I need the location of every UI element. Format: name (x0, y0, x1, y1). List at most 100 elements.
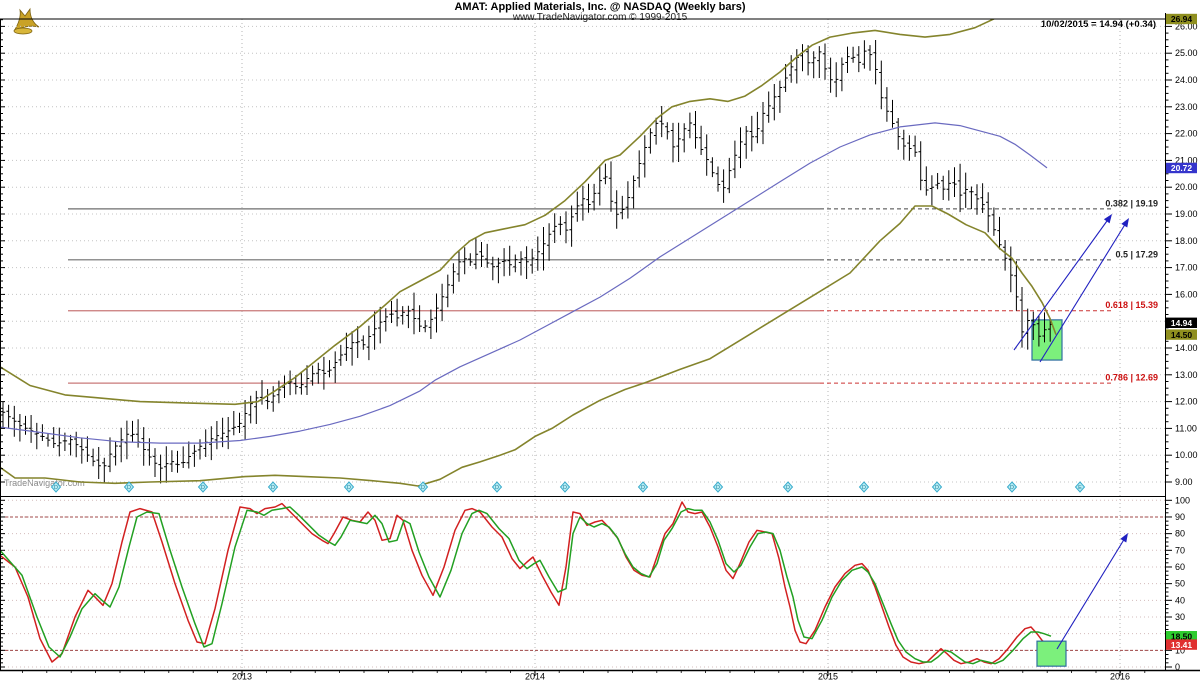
event-diamond-icon (343, 481, 355, 493)
price-axis-label: 22.00 (1175, 129, 1198, 139)
event-glyph: D (641, 485, 645, 491)
event-diamond-icon (782, 481, 794, 493)
chip-bg (1166, 631, 1197, 642)
fib-levels: 0.382 | 19.19 0.5 | 17.29 0.618 | 15.39 0.7… (68, 198, 1158, 384)
fib-label: 0.382 | 19.19 (1105, 198, 1158, 208)
chip-label: 26.94 (1171, 14, 1193, 24)
year-label: 2015 (818, 672, 838, 681)
slow-moving-average (0, 122, 1048, 444)
osc-axis-label: 90 (1175, 512, 1185, 522)
event-glyph: D (716, 485, 720, 491)
event-diamond-icon (417, 481, 429, 493)
axis-value-chip: 26.94 (1166, 13, 1197, 25)
price-axis-label: 12.00 (1175, 397, 1198, 407)
event-glyph: D (935, 485, 939, 491)
chip-label: 20.72 (1171, 163, 1193, 173)
osc-axis-label: 80 (1175, 529, 1185, 539)
event-diamond-icon (858, 481, 870, 493)
last-quote-readout: 10/02/2015 = 14.94 (+0.34) (1040, 19, 1156, 30)
projection-arrow-head (1121, 218, 1129, 228)
chip-bg (1166, 639, 1197, 650)
axis-value-chip: 14.50 (1166, 329, 1197, 340)
price-axis-label: 20.00 (1175, 182, 1198, 192)
price-panel (0, 19, 1063, 487)
price-axis-label: 16.00 (1175, 289, 1198, 299)
chip-label: 14.94 (1171, 318, 1193, 328)
year-label: 2016 (1110, 672, 1130, 681)
chip-label: 13.41 (1171, 640, 1193, 650)
fib-label: 0.618 | 15.39 (1105, 300, 1158, 310)
event-diamond-icon (1006, 481, 1018, 493)
event-diamond-icon (637, 481, 649, 493)
price-axis-label: 14.00 (1175, 343, 1198, 353)
price-axis-label: 21.00 (1175, 155, 1198, 165)
projection-arrow (1039, 222, 1127, 363)
osc-axis-label: 100 (1175, 495, 1190, 505)
oscillator-panel (0, 501, 1067, 667)
oscillator-projection-arrow-head (1120, 533, 1128, 543)
event-glyph: D (563, 485, 567, 491)
year-label: 2014 (525, 672, 545, 681)
fib-label: 0.786 | 12.69 (1105, 373, 1158, 383)
projection-arrow-head (1103, 214, 1112, 224)
event-diamond-icon (1074, 481, 1086, 493)
chart-subtitle: www.TradeNavigator.com © 1999-2015 (512, 12, 688, 23)
event-glyph: D (347, 485, 351, 491)
gridlines (0, 19, 1165, 670)
event-diamond-icon (712, 481, 724, 493)
event-diamond-icon (267, 481, 279, 493)
trade-navigator-logo-icon (13, 7, 40, 35)
year-label: 2013 (232, 672, 252, 681)
event-diamond-icon (559, 481, 571, 493)
price-axis-label: 10.00 (1175, 450, 1198, 460)
event-glyph: D (786, 485, 790, 491)
event-diamond-icon (50, 481, 62, 493)
weekly-ohlc-bars (0, 40, 1053, 484)
chip-label: 18.50 (1171, 631, 1193, 641)
axes-frame: 26.00 25.00 24.00 23.00 22.00 21.00 20.00 19.00… (0, 13, 1200, 681)
chart-title: AMAT: Applied Materials, Inc. @ NASDAQ (… (454, 1, 746, 13)
event-glyph: D (54, 485, 58, 491)
chip-label: 14.50 (1171, 330, 1193, 340)
event-diamond-icon (197, 481, 209, 493)
stochastic-red-line (0, 501, 1048, 665)
event-diamond-icon (123, 481, 135, 493)
event-glyph: D (1010, 485, 1014, 491)
event-diamond-icon (491, 481, 503, 493)
price-axis-label: 9.00 (1175, 477, 1193, 487)
chip-bg (1166, 162, 1197, 174)
lower-bollinger-band (0, 205, 1057, 487)
oscillator-projection-arrow (1056, 537, 1126, 650)
event-glyph: D (862, 485, 866, 491)
watermark-text: TradeNavigator.com (4, 478, 85, 488)
osc-axis-label: 60 (1175, 562, 1185, 572)
price-axis-label: 18.00 (1175, 236, 1198, 246)
event-glyph: D (127, 485, 131, 491)
event-glyph: D (271, 485, 275, 491)
axis-value-chip: 14.94 (1166, 317, 1197, 328)
axis-value-chip: 18.50 (1166, 631, 1197, 642)
price-axis-label: 25.00 (1175, 48, 1198, 58)
chip-bg (1166, 317, 1197, 328)
osc-axis-label: 0 (1175, 662, 1180, 672)
axis-value-chip: 13.41 (1166, 639, 1197, 650)
osc-axis-label: 50 (1175, 579, 1185, 589)
price-axis-label: 24.00 (1175, 75, 1198, 85)
osc-axis-label: 30 (1175, 612, 1185, 622)
price-axis-label: 11.00 (1175, 423, 1197, 433)
event-glyph: E (1078, 485, 1082, 491)
price-highlight-box (1031, 319, 1063, 361)
price-axis-label: 13.00 (1175, 370, 1198, 380)
price-axis-label: 23.00 (1175, 102, 1198, 112)
osc-axis-label: 70 (1175, 545, 1185, 555)
projection-arrow (1013, 218, 1109, 351)
fib-label: 0.5 | 17.29 (1115, 249, 1158, 259)
upper-bollinger-band (0, 19, 995, 406)
event-glyph: D (495, 485, 499, 491)
chip-bg (1166, 329, 1197, 340)
oscillator-highlight-box (1036, 640, 1067, 667)
stochastic-green-line (0, 506, 1052, 665)
